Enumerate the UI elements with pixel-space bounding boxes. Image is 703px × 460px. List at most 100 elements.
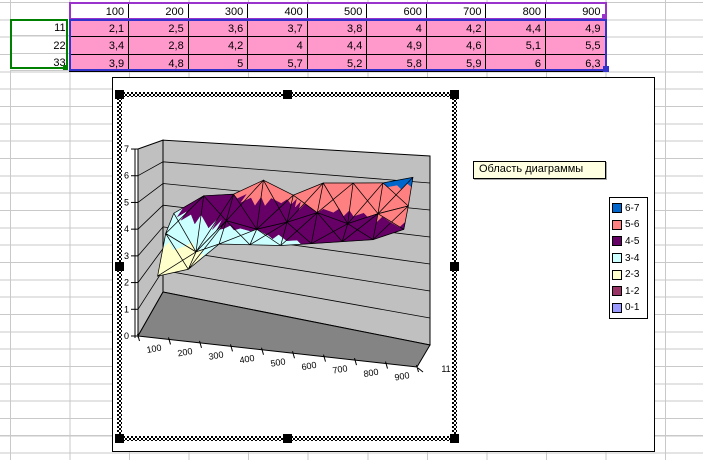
- selection-handle[interactable]: [450, 262, 459, 271]
- table-cell[interactable]: 4,4: [485, 19, 546, 38]
- category-axis-tick: [137, 333, 140, 342]
- value-axis-label: 6: [124, 171, 129, 181]
- table-cell[interactable]: 3,4: [68, 36, 130, 55]
- category-axis-label: 700: [332, 363, 349, 375]
- legend-label: 5-6: [625, 219, 640, 231]
- table-cell[interactable]: 5,1: [485, 36, 546, 55]
- legend-label: 2-3: [625, 269, 640, 281]
- category-axis-tick: [416, 364, 419, 373]
- legend-label: 0-1: [625, 302, 640, 314]
- legend-item[interactable]: 3-4: [610, 250, 647, 267]
- row-label-cell[interactable]: 22: [10, 36, 70, 54]
- legend-swatch-icon: [612, 302, 622, 313]
- blue-range-fill-handle[interactable]: [602, 66, 609, 72]
- row-label-cell[interactable]: 33: [10, 53, 70, 72]
- legend-item[interactable]: 4-5: [610, 233, 647, 250]
- legend-swatch-icon: [612, 253, 622, 264]
- row-label-cell[interactable]: 11: [10, 19, 70, 37]
- table-cell[interactable]: 4,9: [366, 36, 427, 55]
- table-cell[interactable]: 4: [247, 36, 308, 55]
- header-cell[interactable]: 400: [247, 1, 308, 20]
- selection-handle[interactable]: [115, 262, 124, 271]
- table-cell[interactable]: 3,9: [68, 53, 130, 72]
- legend-label: 4-5: [625, 235, 640, 247]
- selection-handle[interactable]: [282, 90, 292, 99]
- purple-range-fill-handle[interactable]: [601, 13, 607, 19]
- selection-handle[interactable]: [115, 90, 124, 99]
- category-axis-tick: [199, 340, 202, 349]
- value-axis-label: 0: [124, 331, 129, 341]
- category-axis-tick: [323, 354, 326, 362]
- legend-swatch-icon: [612, 286, 622, 297]
- table-cell[interactable]: 4,2: [187, 36, 249, 55]
- value-axis-label: 1: [124, 304, 129, 314]
- table-cell[interactable]: 5: [187, 53, 249, 72]
- chart-object[interactable]: 0 1 2 3 4 5 6 7 100 200 300 400 500 600 700 800 900 11 6-…: [112, 77, 655, 452]
- category-axis-label: 400: [239, 353, 256, 365]
- selection-handle[interactable]: [450, 434, 459, 443]
- table-cell[interactable]: 4,4: [306, 36, 368, 55]
- table-cell[interactable]: 3,8: [306, 19, 368, 38]
- header-cell[interactable]: 800: [485, 1, 546, 20]
- header-cell[interactable]: 900: [545, 1, 606, 20]
- legend-swatch-icon: [612, 203, 622, 214]
- wall-gridline: [137, 161, 431, 184]
- table-cell[interactable]: 5,7: [247, 53, 308, 72]
- table-cell[interactable]: 4,9: [545, 19, 606, 38]
- table-cell[interactable]: 4,8: [128, 53, 189, 72]
- legend-label: 1-2: [625, 285, 640, 297]
- selection-handle[interactable]: [450, 90, 459, 99]
- selection-handle[interactable]: [282, 434, 292, 443]
- value-axis-label: 5: [124, 197, 129, 207]
- header-cell[interactable]: 300: [187, 1, 249, 20]
- table-cell[interactable]: 3,7: [247, 19, 308, 38]
- table-cell[interactable]: 2,1: [68, 19, 130, 38]
- category-axis-tick: [385, 361, 388, 369]
- category-axis-label: 600: [301, 360, 318, 372]
- legend-swatch-icon: [612, 219, 622, 230]
- table-cell[interactable]: 5,2: [306, 53, 368, 72]
- legend-swatch-icon: [612, 269, 622, 280]
- legend-item[interactable]: 1-2: [610, 283, 647, 300]
- category-axis-tick: [261, 347, 264, 355]
- table-cell[interactable]: 3,6: [187, 19, 249, 38]
- category-axis-label: 200: [177, 346, 194, 358]
- surface-plot[interactable]: 0 1 2 3 4 5 6 7 100 200 300 400 500 600 700 800 900 11: [113, 78, 654, 451]
- header-cell[interactable]: 600: [366, 1, 427, 20]
- table-cell[interactable]: 5,8: [366, 53, 427, 72]
- legend-item[interactable]: 0-1: [610, 300, 647, 317]
- header-cell[interactable]: 700: [425, 1, 487, 20]
- table-cell[interactable]: 5,5: [545, 36, 606, 55]
- legend-item[interactable]: 6-7: [610, 200, 647, 217]
- category-axis-label: 800: [363, 367, 380, 379]
- table-cell[interactable]: 6,3: [545, 53, 606, 72]
- chart-legend[interactable]: 6-7 5-6 4-5 3-4 2-3 1-2 0-1: [609, 197, 648, 319]
- series-axis-label: 11: [441, 364, 450, 374]
- table-cell[interactable]: 5,9: [425, 53, 487, 72]
- header-cell[interactable]: 500: [306, 1, 368, 20]
- wall-gridline: [137, 226, 431, 265]
- header-cell[interactable]: 100: [68, 1, 130, 20]
- legend-label: 3-4: [625, 252, 640, 264]
- selection-handle[interactable]: [115, 434, 124, 443]
- table-cell[interactable]: 2,5: [128, 19, 189, 38]
- surface-mesh-lines: [157, 205, 409, 277]
- chart-area-tooltip: Область диаграммы: [473, 161, 606, 179]
- value-axis-label: 2: [124, 278, 129, 288]
- value-axis-label: 4: [124, 224, 129, 234]
- header-cell[interactable]: 200: [128, 1, 189, 20]
- green-range-fill-handle[interactable]: [63, 64, 68, 70]
- table-cell[interactable]: 2,8: [128, 36, 189, 55]
- table-cell[interactable]: 6: [485, 53, 546, 72]
- category-axis-tick: [292, 351, 295, 359]
- category-axis-tick: [168, 337, 171, 345]
- category-axis-label: 900: [394, 370, 411, 382]
- legend-item[interactable]: 5-6: [610, 217, 647, 234]
- category-axis-tick: [230, 344, 233, 352]
- table-cell[interactable]: 4,6: [425, 36, 487, 55]
- table-cell[interactable]: 4: [366, 19, 427, 38]
- table-cell[interactable]: 4,2: [425, 19, 487, 38]
- legend-swatch-icon: [612, 236, 622, 247]
- legend-item[interactable]: 2-3: [610, 266, 647, 283]
